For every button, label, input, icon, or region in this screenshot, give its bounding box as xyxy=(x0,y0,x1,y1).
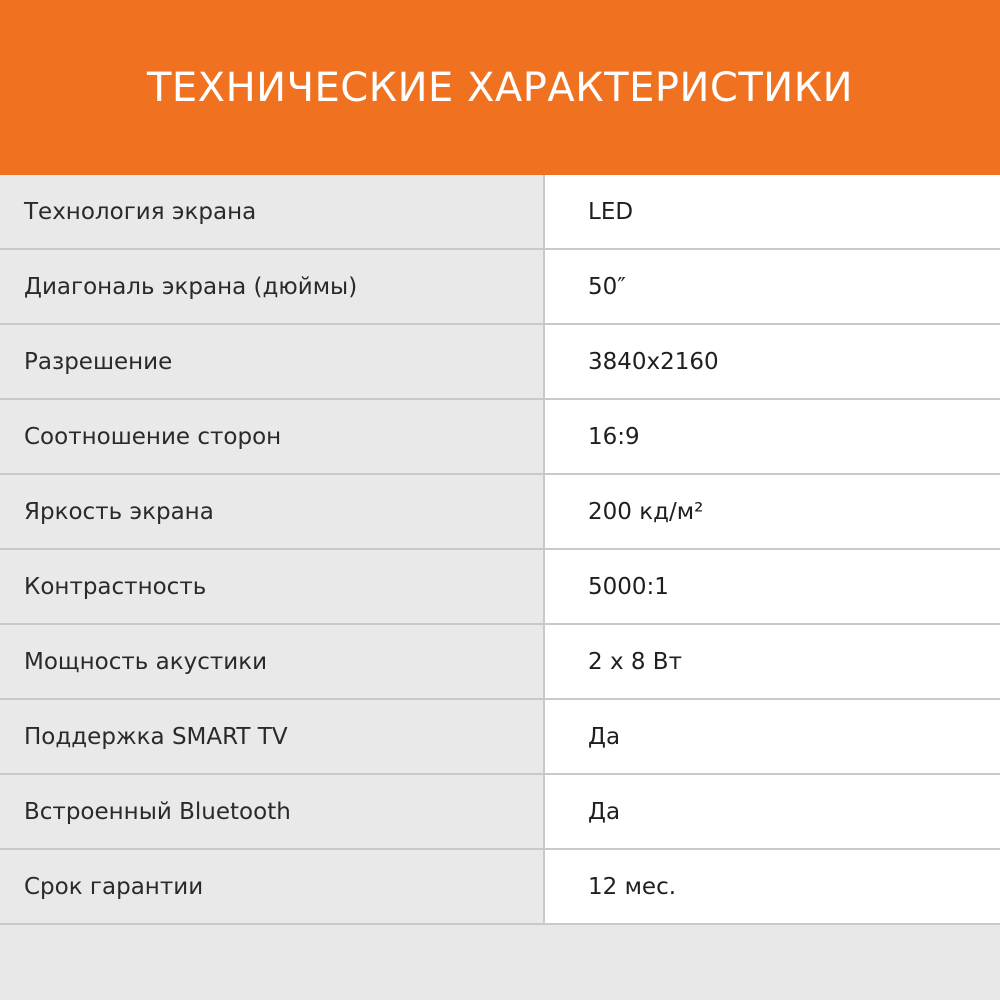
spec-value: Да xyxy=(545,700,1000,773)
spec-value: 3840x2160 xyxy=(545,325,1000,398)
spec-label: Мощность акустики xyxy=(0,625,545,698)
spec-value: 200 кд/м² xyxy=(545,475,1000,548)
spec-value: 16:9 xyxy=(545,400,1000,473)
spec-label: Разрешение xyxy=(0,325,545,398)
spec-value: 5000:1 xyxy=(545,550,1000,623)
table-row: Срок гарантии 12 мес. xyxy=(0,850,1000,925)
spec-value: 2 x 8 Вт xyxy=(545,625,1000,698)
header-banner: ТЕХНИЧЕСКИЕ ХАРАКТЕРИСТИКИ xyxy=(0,0,1000,175)
spec-label: Диагональ экрана (дюймы) xyxy=(0,250,545,323)
table-row: Встроенный Bluetooth Да xyxy=(0,775,1000,850)
table-row: Разрешение 3840x2160 xyxy=(0,325,1000,400)
page-title: ТЕХНИЧЕСКИЕ ХАРАКТЕРИСТИКИ xyxy=(146,64,854,111)
spec-value: Да xyxy=(545,775,1000,848)
table-row: Технология экрана LED xyxy=(0,175,1000,250)
spec-label: Соотношение сторон xyxy=(0,400,545,473)
spec-label: Технология экрана xyxy=(0,175,545,248)
table-row: Соотношение сторон 16:9 xyxy=(0,400,1000,475)
spec-label: Срок гарантии xyxy=(0,850,545,923)
spec-label: Встроенный Bluetooth xyxy=(0,775,545,848)
specs-table: Технология экрана LED Диагональ экрана (д… xyxy=(0,175,1000,925)
table-row: Поддержка SMART TV Да xyxy=(0,700,1000,775)
spec-value: 50″ xyxy=(545,250,1000,323)
spec-label: Поддержка SMART TV xyxy=(0,700,545,773)
spec-label: Контрастность xyxy=(0,550,545,623)
spec-label: Яркость экрана xyxy=(0,475,545,548)
table-row: Яркость экрана 200 кд/м² xyxy=(0,475,1000,550)
table-row: Диагональ экрана (дюймы) 50″ xyxy=(0,250,1000,325)
table-row: Контрастность 5000:1 xyxy=(0,550,1000,625)
spec-value: LED xyxy=(545,175,1000,248)
spec-value: 12 мес. xyxy=(545,850,1000,923)
table-row: Мощность акустики 2 x 8 Вт xyxy=(0,625,1000,700)
